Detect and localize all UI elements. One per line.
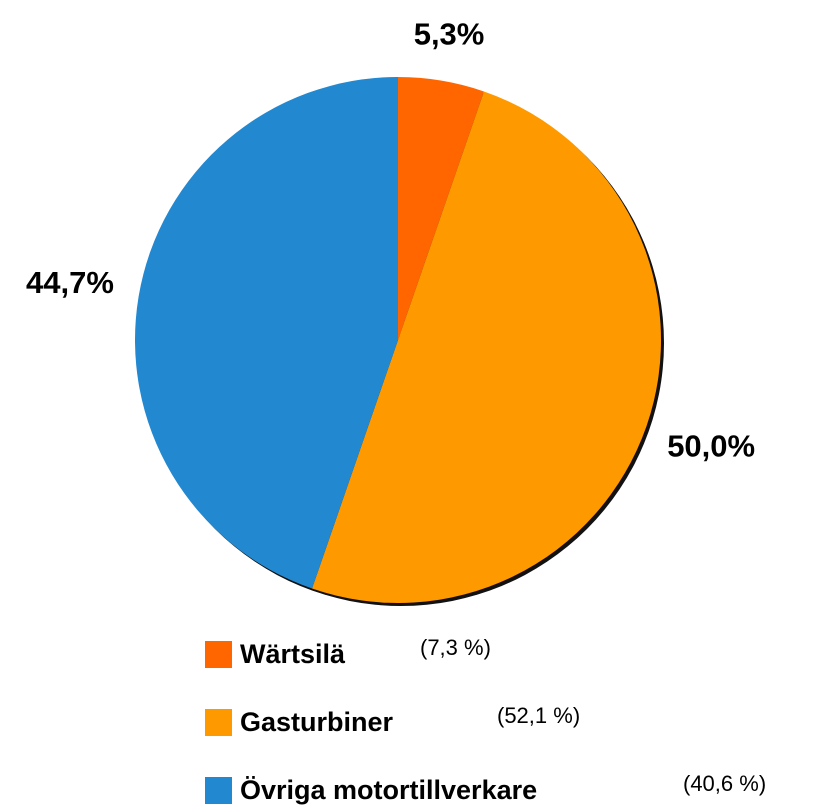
value-label: 5,3% [414, 16, 485, 51]
legend-note: (52,1 %) [497, 703, 580, 728]
value-label: 50,0% [667, 429, 755, 464]
legend-label: Övriga motortillverkare [240, 775, 537, 805]
pie-slice [134, 77, 398, 589]
value-label: 44,7% [26, 265, 114, 300]
legend-swatch [205, 709, 232, 736]
legend-label: Wärtsilä [240, 639, 346, 669]
legend-swatch [205, 641, 232, 668]
legend-note: (7,3 %) [420, 635, 491, 660]
pie-slice [312, 91, 662, 603]
legend-swatch [205, 777, 232, 804]
legend-note: (40,6 %) [683, 771, 766, 796]
pie-slice [398, 77, 484, 340]
legend-label: Gasturbiner [240, 707, 394, 737]
